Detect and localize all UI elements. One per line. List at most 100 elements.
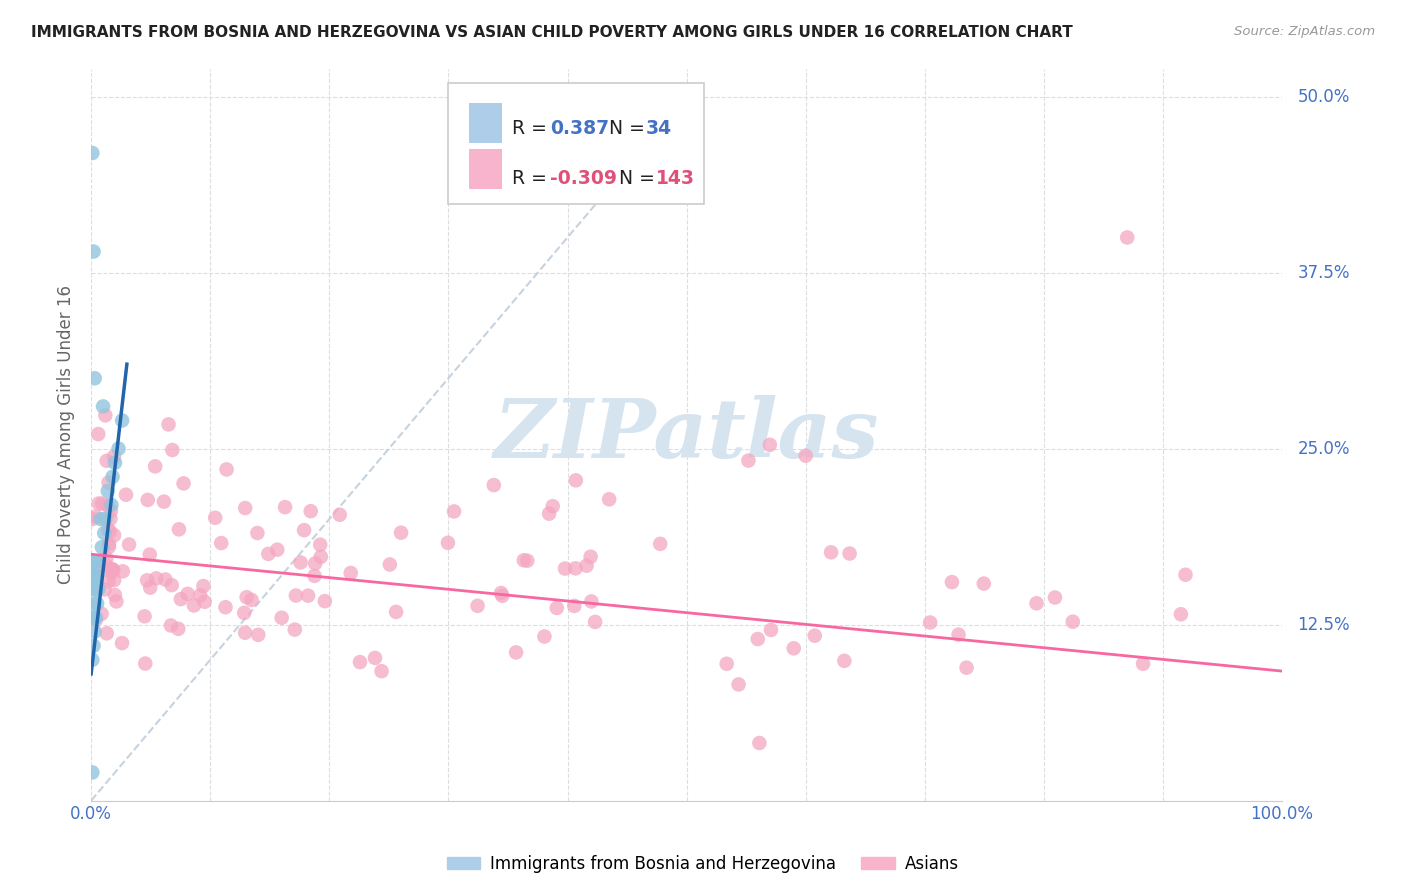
Point: [87, 559, 110, 574]
Point: [329, 508, 352, 522]
Point: [583, 615, 606, 629]
Point: [565, 474, 588, 488]
Point: [246, 526, 269, 541]
Point: [973, 576, 995, 591]
Point: [204, 510, 226, 524]
Point: [145, 571, 167, 585]
Point: [581, 594, 603, 608]
Point: [533, 630, 555, 644]
Point: [87, 554, 110, 568]
Point: [104, 588, 127, 602]
Text: R =: R =: [512, 119, 553, 138]
Point: [82, 653, 104, 667]
Point: [94, 512, 117, 526]
Text: 50.0%: 50.0%: [1298, 87, 1350, 105]
Text: 143: 143: [655, 169, 695, 188]
Point: [240, 593, 263, 607]
Point: [98, 524, 121, 539]
Point: [209, 536, 232, 550]
Point: [378, 558, 401, 572]
Point: [737, 453, 759, 467]
Point: [437, 536, 460, 550]
Point: [93, 526, 115, 541]
Point: [1062, 615, 1084, 629]
Point: [83, 371, 105, 385]
Point: [103, 573, 125, 587]
Point: [385, 605, 408, 619]
Point: [103, 450, 125, 464]
Point: [96, 558, 118, 573]
Point: [783, 641, 806, 656]
Point: [101, 562, 124, 576]
Point: [194, 595, 217, 609]
Point: [541, 499, 564, 513]
Point: [233, 625, 256, 640]
Point: [1116, 230, 1139, 244]
Point: [111, 564, 134, 578]
Point: [214, 600, 236, 615]
Point: [82, 568, 104, 582]
Point: [349, 655, 371, 669]
Point: [84, 613, 107, 627]
FancyBboxPatch shape: [468, 149, 502, 189]
Point: [87, 427, 110, 442]
Point: [747, 632, 769, 646]
Point: [304, 557, 326, 571]
Point: [955, 660, 977, 674]
FancyBboxPatch shape: [449, 83, 704, 204]
Point: [505, 645, 527, 659]
Point: [235, 591, 257, 605]
Text: R =: R =: [512, 169, 553, 188]
Point: [104, 456, 127, 470]
Point: [284, 623, 307, 637]
Y-axis label: Child Poverty Among Girls Under 16: Child Poverty Among Girls Under 16: [58, 285, 75, 584]
Point: [155, 573, 177, 587]
Text: -0.309: -0.309: [550, 169, 617, 188]
Point: [727, 677, 749, 691]
Point: [716, 657, 738, 671]
Point: [87, 496, 110, 510]
Point: [820, 545, 842, 559]
Point: [101, 563, 124, 577]
Point: [834, 654, 856, 668]
Text: 12.5%: 12.5%: [1298, 615, 1350, 633]
Point: [516, 554, 538, 568]
Point: [193, 579, 215, 593]
Point: [759, 623, 782, 637]
Point: [297, 589, 319, 603]
Point: [274, 500, 297, 515]
Point: [1170, 607, 1192, 622]
Point: [90, 607, 112, 621]
FancyBboxPatch shape: [468, 103, 502, 144]
Point: [100, 566, 122, 580]
Point: [579, 549, 602, 564]
Point: [84, 554, 107, 568]
Point: [83, 575, 105, 590]
Point: [97, 574, 120, 589]
Point: [84, 610, 107, 624]
Point: [160, 618, 183, 632]
Text: 37.5%: 37.5%: [1298, 264, 1350, 282]
Point: [370, 664, 392, 678]
Point: [554, 561, 576, 575]
Point: [176, 587, 198, 601]
Point: [215, 462, 238, 476]
Point: [136, 492, 159, 507]
Text: 25.0%: 25.0%: [1298, 440, 1350, 458]
Point: [103, 564, 125, 578]
Point: [90, 540, 112, 554]
Point: [290, 556, 312, 570]
Point: [118, 537, 141, 551]
Point: [270, 611, 292, 625]
Point: [467, 599, 489, 613]
Point: [284, 589, 307, 603]
Point: [97, 483, 120, 498]
Point: [103, 528, 125, 542]
Point: [97, 537, 120, 551]
Point: [96, 454, 118, 468]
Point: [266, 542, 288, 557]
Point: [97, 523, 120, 537]
Point: [538, 507, 561, 521]
Point: [82, 512, 104, 526]
Point: [314, 594, 336, 608]
